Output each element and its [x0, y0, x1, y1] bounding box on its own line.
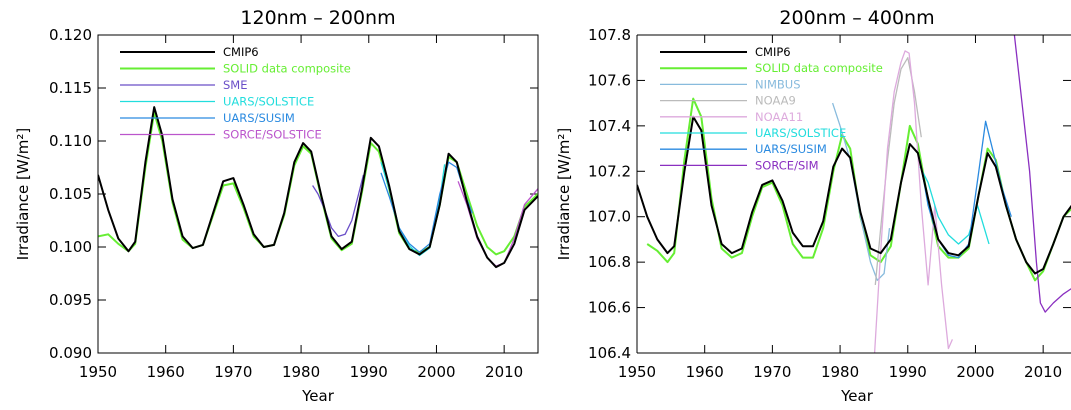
legend-entry-label: NOAA11 — [755, 110, 803, 124]
legend-entry-label: NIMBUS — [755, 77, 801, 91]
series-line-cmip6 — [98, 106, 538, 269]
right-y-axis-label: Irradiance [W/m²] — [555, 128, 573, 261]
right-ticks: 1950 1960 1970 1980 1990 2000 2010 106.4 106.6 10… — [588, 26, 1071, 381]
x-tick-label: 1980 — [821, 363, 859, 381]
legend-entry-label: UARS/SUSIM — [755, 142, 827, 156]
left-x-axis-label: Year — [301, 387, 335, 405]
y-tick-label: 0.120 — [49, 26, 92, 44]
series-line-uars-solstice — [380, 162, 446, 257]
left-series-lines — [98, 106, 538, 269]
x-tick-label: 1990 — [350, 363, 388, 381]
x-tick-label: 1970 — [753, 363, 791, 381]
left-chart-title: 120nm – 200nm — [240, 7, 395, 29]
left-plot-frame — [97, 34, 539, 354]
right-chart-title: 200nm – 400nm — [779, 7, 934, 29]
y-tick-label: 0.105 — [49, 185, 92, 203]
right-series-lines — [637, 35, 1071, 353]
x-tick-label: 2000 — [956, 363, 994, 381]
x-tick-label: 1990 — [889, 363, 927, 381]
y-tick-label: 106.8 — [588, 253, 631, 271]
y-tick-label: 0.090 — [49, 344, 92, 362]
x-tick-label: 1950 — [79, 363, 117, 381]
left-panel: 120nm – 200nm Year Irradiance [W/m²] 195… — [14, 7, 539, 405]
x-tick-label: 1960 — [147, 363, 185, 381]
legend-entry-label: UARS/SOLSTICE — [755, 126, 846, 140]
legend-entry-label: SORCE/SIM — [755, 158, 819, 172]
legend-entry-label: UARS/SUSIM — [223, 111, 295, 125]
y-tick-label: 0.095 — [49, 291, 92, 309]
y-tick-label: 107.8 — [588, 26, 631, 44]
series-line-sorce-sim — [1013, 35, 1071, 313]
series-line-noaa9 — [874, 57, 922, 285]
series-line-solid-data-composite — [646, 97, 1071, 282]
legend-entry-label: NOAA9 — [755, 94, 796, 108]
legend-entry-label: SORCE/SOLSTICE — [223, 128, 322, 142]
x-tick-label: 2010 — [485, 363, 523, 381]
legend-entry-label: SME — [223, 78, 248, 92]
legend-entry-label: SOLID data composite — [223, 62, 351, 76]
x-tick-label: 1970 — [214, 363, 252, 381]
left-legend: CMIP6 SOLID data composite SME UARS/SOLSTIC… — [120, 45, 351, 142]
x-tick-label: 2010 — [1024, 363, 1062, 381]
y-tick-label: 107.2 — [588, 162, 631, 180]
x-tick-label: 1950 — [618, 363, 656, 381]
y-tick-label: 0.115 — [49, 79, 92, 97]
y-tick-label: 107.6 — [588, 71, 631, 89]
x-tick-label: 1980 — [282, 363, 320, 381]
right-panel: 200nm – 400nm Year Irradiance [W/m²] 195… — [555, 7, 1071, 405]
y-tick-label: 0.100 — [49, 238, 92, 256]
x-tick-label: 2000 — [417, 363, 455, 381]
series-line-cmip6 — [637, 115, 1071, 275]
left-y-axis-label: Irradiance [W/m²] — [14, 128, 32, 261]
left-ticks: 1950 1960 1970 1980 1990 2000 2010 0.090 0.095 0.… — [49, 26, 538, 381]
legend-entry-label: CMIP6 — [755, 45, 791, 59]
legend-entry-label: UARS/SOLSTICE — [223, 95, 314, 109]
series-line-sme — [312, 174, 365, 238]
series-line-noaa11 — [873, 50, 953, 353]
y-tick-label: 0.110 — [49, 132, 92, 150]
y-tick-label: 106.6 — [588, 299, 631, 317]
y-tick-label: 107.0 — [588, 208, 631, 226]
legend-entry-label: SOLID data composite — [755, 61, 883, 75]
right-x-axis-label: Year — [840, 387, 874, 405]
legend-entry-label: CMIP6 — [223, 45, 259, 59]
y-tick-label: 106.4 — [588, 344, 631, 362]
x-tick-label: 1960 — [686, 363, 724, 381]
series-line-uars-solstice — [919, 166, 990, 245]
right-legend: CMIP6 SOLID data composite NIMBUS NOAA9 NOAA… — [660, 45, 883, 172]
series-line-nimbus — [831, 102, 891, 281]
y-tick-label: 107.4 — [588, 117, 631, 135]
